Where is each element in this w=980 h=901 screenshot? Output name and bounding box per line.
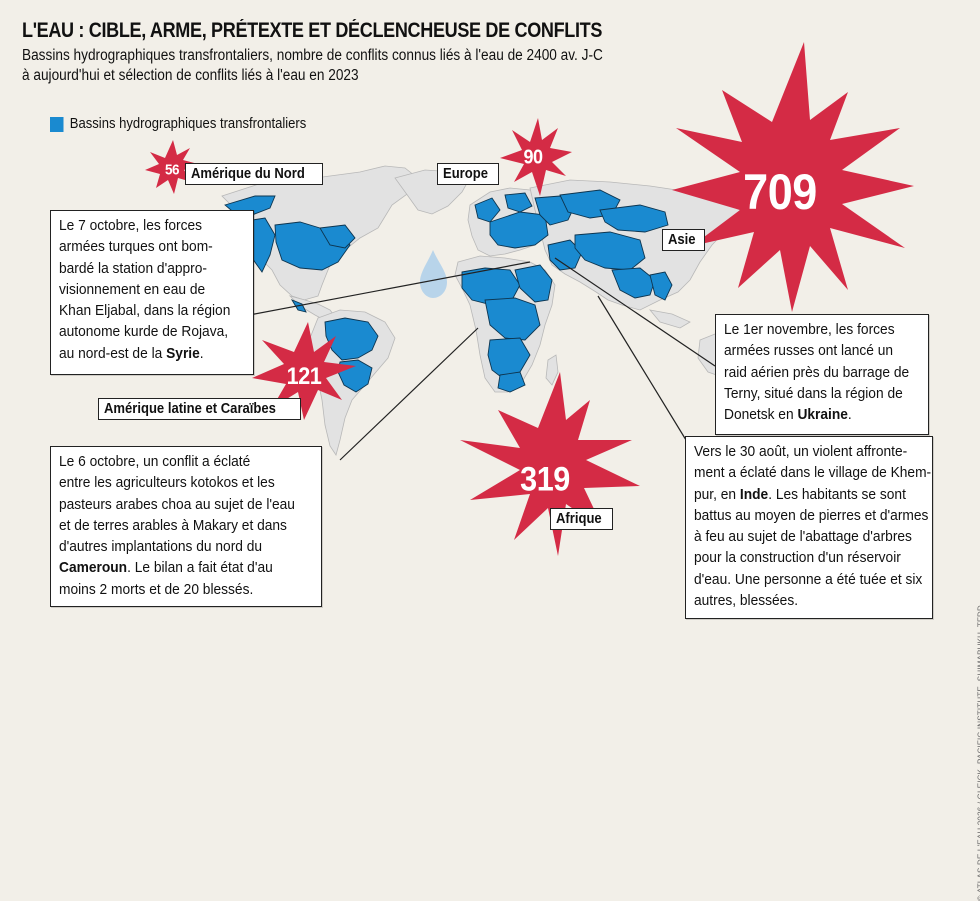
note-line: battus au moyen de pierres et d'armes — [694, 507, 929, 524]
note-cameroon: Le 6 octobre, un conflit a éclaté entre … — [50, 446, 322, 607]
note-line: armées russes ont lancé un — [724, 343, 894, 360]
legend: Bassins hydrographiques transfrontaliers — [50, 116, 306, 132]
conflict-count-asia: 709 — [743, 164, 817, 220]
note-line: Le 1er novembre, les forces — [724, 322, 895, 338]
note-line: à feu au sujet de l'abattage d'arbres — [694, 529, 912, 546]
note-line: autres, blessées. — [694, 593, 799, 610]
burst-asia — [672, 42, 914, 312]
note-line: ment a éclaté dans le village de Khem- — [694, 465, 932, 482]
note-line: Le 7 octobre, les forces — [59, 218, 203, 234]
note-line: Le 6 octobre, un conflit a éclaté — [59, 454, 251, 470]
note-line: raid aérien près du barrage de — [724, 364, 910, 381]
legend-swatch-basin — [50, 116, 64, 132]
note-line: pur, en Inde. Les habitants se sont — [694, 486, 906, 503]
burst-africa — [460, 372, 640, 556]
burst-latin-america — [252, 322, 356, 420]
region-label-north-america: Amérique du Nord — [185, 163, 324, 185]
country-cameroon: Cameroun — [59, 560, 128, 577]
note-india: Vers le 30 août, un violent affronte- me… — [685, 436, 933, 619]
country-ukraine: Ukraine — [797, 407, 848, 424]
country-syria: Syrie — [166, 345, 200, 362]
note-line: bardé la station d'appro- — [59, 260, 207, 277]
subtitle-line-1: Bassins hydrographiques transfrontaliers… — [22, 47, 603, 64]
note-ukraine: Le 1er novembre, les forces armées russe… — [715, 314, 929, 435]
note-line: Donetsk en Ukraine. — [724, 407, 852, 424]
map-subtitle: Bassins hydrographiques transfrontaliers… — [22, 46, 603, 86]
note-line: moins 2 morts et de 20 blessés. — [59, 581, 254, 598]
note-line: visionnement en eau de — [59, 281, 206, 298]
burst-north-america — [145, 140, 198, 194]
burst-europe — [500, 118, 572, 196]
conflict-bursts — [145, 42, 914, 556]
subtitle-line-2: à aujourd'hui et sélection de conflits l… — [22, 67, 359, 84]
note-line: et de terres arables à Makary et dans — [59, 517, 287, 534]
map-title: L'EAU : CIBLE, ARME, PRÉTEXTE ET DÉCLENC… — [22, 19, 603, 42]
country-india: Inde — [739, 486, 769, 503]
legend-label: Bassins hydrographiques transfrontaliers — [69, 116, 307, 132]
region-label-europe: Europe — [437, 163, 499, 185]
region-label-latin-america: Amérique latine et Caraïbes — [98, 398, 301, 420]
note-line: au nord-est de la Syrie. — [59, 345, 204, 362]
note-line: pour la construction d'un réservoir — [694, 550, 901, 567]
water-drop-icon — [420, 250, 447, 298]
world-map — [145, 42, 914, 556]
region-label-africa: Afrique — [550, 508, 613, 530]
note-syria: Le 7 octobre, les forces armées turques … — [50, 210, 254, 375]
conflict-count-north-america: 56 — [164, 161, 180, 179]
conflict-count-africa: 319 — [520, 460, 570, 499]
note-line: d'autres implantations du nord du — [59, 539, 263, 556]
note-line: pasteurs arabes choa au sujet de l'eau — [59, 496, 295, 513]
note-line: Khan Eljabal, dans la région — [59, 303, 231, 320]
note-line: armées turques ont bom- — [59, 239, 213, 256]
note-line: entre les agriculteurs kotokos et les — [59, 475, 275, 492]
conflict-count-latin-america: 121 — [286, 363, 322, 390]
conflict-count-europe: 90 — [523, 146, 543, 169]
leader-lines — [243, 257, 716, 461]
note-line: autonome kurde de Rojava, — [59, 324, 229, 341]
note-line: Vers le 30 août, un violent affronte- — [694, 444, 908, 460]
region-label-asia: Asie — [662, 229, 705, 251]
note-line: Cameroun. Le bilan a fait état d'au — [59, 560, 273, 577]
source-credit: © ATLAS DE L'EAU 2026 / GLEICK, PACIFIC … — [976, 605, 980, 901]
transboundary-basins — [224, 189, 685, 393]
note-line: Terny, situé dans la région de — [724, 385, 903, 402]
note-line: d'eau. Une personne a été tuée et six — [694, 571, 923, 588]
